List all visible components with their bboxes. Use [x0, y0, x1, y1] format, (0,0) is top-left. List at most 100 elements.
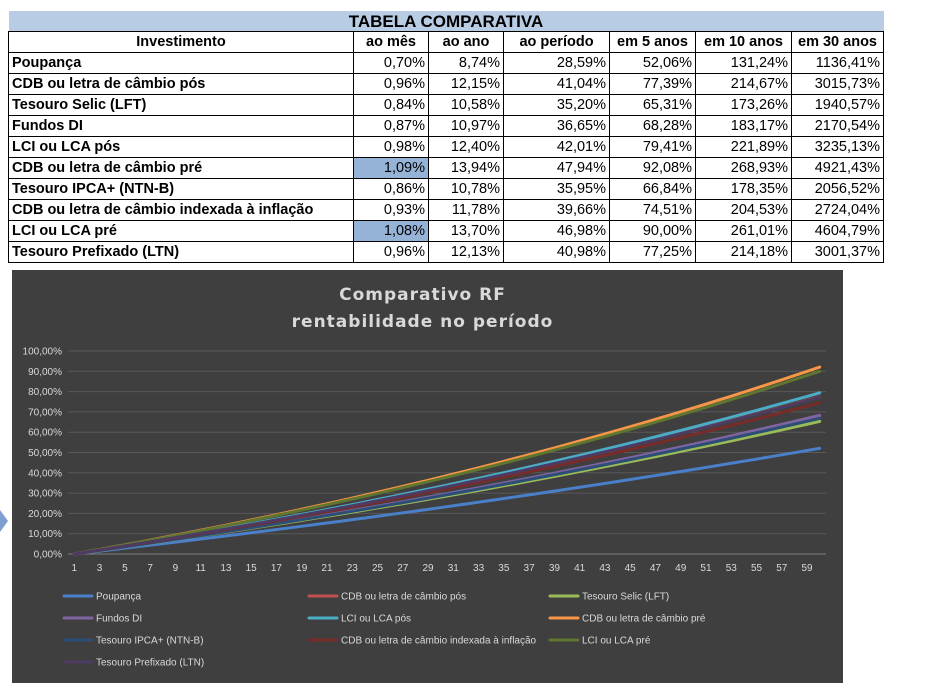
table-cell: 36,65%	[503, 115, 610, 137]
row-investment-name: CDB ou letra de câmbio pré	[8, 157, 354, 179]
table-header-row: Investimento ao mês ao ano ao período em…	[8, 31, 884, 53]
table-cell: 183,17%	[695, 115, 792, 137]
comparison-table: TABELA COMPARATIVA Investimento ao mês a…	[8, 11, 884, 263]
table-cell: 214,18%	[695, 241, 792, 263]
table-cell: 0,70%	[353, 52, 429, 74]
table-row: LCI ou LCA pré 1,08% 13,70% 46,98% 90,00% 261…	[8, 220, 884, 242]
x-tick-label: 9	[173, 563, 179, 574]
table-cell: 0,96%	[353, 73, 429, 95]
x-tick-label: 51	[700, 563, 712, 574]
row-investment-name: Poupança	[8, 52, 354, 74]
table-cell: 68,28%	[609, 115, 696, 137]
header-ao-ano: ao ano	[428, 31, 504, 53]
x-tick-label: 31	[448, 563, 460, 574]
table-row: Tesouro Prefixado (LTN) 0,96% 12,13% 40,98%…	[8, 241, 884, 263]
header-em-30-anos: em 30 anos	[791, 31, 884, 53]
table-cell: 13,94%	[428, 157, 504, 179]
table-cell: 0,87%	[353, 115, 429, 137]
table-cell: 12,40%	[428, 136, 504, 158]
x-tick-label: 23	[347, 563, 359, 574]
series-line-9	[72, 395, 822, 556]
legend-label: LCI ou LCA pré	[582, 636, 651, 647]
chart-subtitle: rentabilidade no período	[292, 312, 554, 332]
row-investment-name: Tesouro Prefixado (LTN)	[8, 241, 354, 263]
legend-label: Tesouro Prefixado (LTN)	[96, 658, 204, 669]
x-tick-label: 43	[599, 563, 611, 574]
x-tick-label: 39	[549, 563, 561, 574]
table-cell: 214,67%	[695, 73, 792, 95]
header-investimento: Investimento	[8, 31, 354, 53]
table-cell: 39,66%	[503, 199, 610, 221]
x-tick-label: 53	[726, 563, 738, 574]
legend-label: CDB ou letra de câmbio pós	[341, 592, 466, 603]
table-cell: 1940,57%	[791, 94, 884, 116]
table-cell: 8,74%	[428, 52, 504, 74]
x-tick-label: 7	[147, 563, 153, 574]
table-cell: 79,41%	[609, 136, 696, 158]
x-tick-label: 35	[498, 563, 510, 574]
x-tick-label: 3	[97, 563, 103, 574]
legend-label: LCI ou LCA pós	[341, 614, 411, 625]
table-cell: 1,08%	[353, 220, 429, 242]
y-tick-label: 20,00%	[28, 509, 62, 520]
header-em-5-anos: em 5 anos	[609, 31, 696, 53]
legend-label: Fundos DI	[96, 614, 142, 625]
row-investment-name: CDB ou letra de câmbio indexada à inflaç…	[8, 199, 354, 221]
row-investment-name: LCI ou LCA pré	[8, 220, 354, 242]
table-cell: 41,04%	[503, 73, 610, 95]
y-tick-label: 70,00%	[28, 407, 62, 418]
table-cell: 1136,41%	[791, 52, 884, 74]
table-cell: 0,86%	[353, 178, 429, 200]
chart-title: Comparativo RF	[339, 285, 506, 305]
table-title: TABELA COMPARATIVA	[8, 11, 884, 32]
table-title-row: TABELA COMPARATIVA	[8, 11, 884, 32]
x-tick-label: 15	[246, 563, 258, 574]
table-cell: 10,78%	[428, 178, 504, 200]
line-chart: 0,00% 10,00% 20,00% 30,00% 40,00% 50,00% 60,00…	[12, 270, 843, 683]
chart-pointer-arrow-icon	[0, 510, 8, 532]
x-tick-label: 57	[776, 563, 788, 574]
table-cell: 77,39%	[609, 73, 696, 95]
row-investment-name: Tesouro Selic (LFT)	[8, 94, 354, 116]
y-tick-label: 80,00%	[28, 387, 62, 398]
x-tick-label: 19	[296, 563, 308, 574]
table-cell: 46,98%	[503, 220, 610, 242]
x-tick-label: 33	[473, 563, 485, 574]
y-tick-label: 100,00%	[23, 347, 63, 358]
table-row: Poupança 0,70% 8,74% 28,59% 52,06% 131,24% 113…	[8, 52, 884, 74]
y-tick-label: 60,00%	[28, 428, 62, 439]
legend-label: CDB ou letra de câmbio pré	[582, 614, 706, 625]
table-row: Tesouro IPCA+ (NTN-B) 0,86% 10,78% 35,95% 66…	[8, 178, 884, 200]
table-cell: 204,53%	[695, 199, 792, 221]
table-cell: 52,06%	[609, 52, 696, 74]
table-cell: 131,24%	[695, 52, 792, 74]
x-tick-label: 25	[372, 563, 384, 574]
table-cell: 178,35%	[695, 178, 792, 200]
table-cell: 0,84%	[353, 94, 429, 116]
x-tick-label: 37	[524, 563, 536, 574]
legend-label: Poupança	[96, 592, 141, 603]
table-cell: 90,00%	[609, 220, 696, 242]
table-cell: 0,98%	[353, 136, 429, 158]
table-cell: 10,97%	[428, 115, 504, 137]
row-investment-name: LCI ou LCA pós	[8, 136, 354, 158]
legend-label: Tesouro IPCA+ (NTN-B)	[96, 636, 204, 647]
x-tick-label: 27	[397, 563, 409, 574]
x-tick-label: 49	[675, 563, 687, 574]
table-cell: 11,78%	[428, 199, 504, 221]
table-row: CDB ou letra de câmbio indexada à inflaç…	[8, 199, 884, 221]
table-cell: 3235,13%	[791, 136, 884, 158]
table-cell: 28,59%	[503, 52, 610, 74]
y-tick-label: 50,00%	[28, 448, 62, 459]
table-cell: 42,01%	[503, 136, 610, 158]
x-tick-label: 11	[195, 563, 206, 574]
y-tick-label: 30,00%	[28, 489, 62, 500]
x-tick-label: 21	[321, 563, 333, 574]
table-row: LCI ou LCA pós 0,98% 12,40% 42,01% 79,41% 221…	[8, 136, 884, 158]
table-cell: 12,15%	[428, 73, 504, 95]
table-cell: 2724,04%	[791, 199, 884, 221]
table-cell: 3001,37%	[791, 241, 884, 263]
table-cell: 77,25%	[609, 241, 696, 263]
series-line-6	[72, 416, 822, 556]
table-cell: 12,13%	[428, 241, 504, 263]
